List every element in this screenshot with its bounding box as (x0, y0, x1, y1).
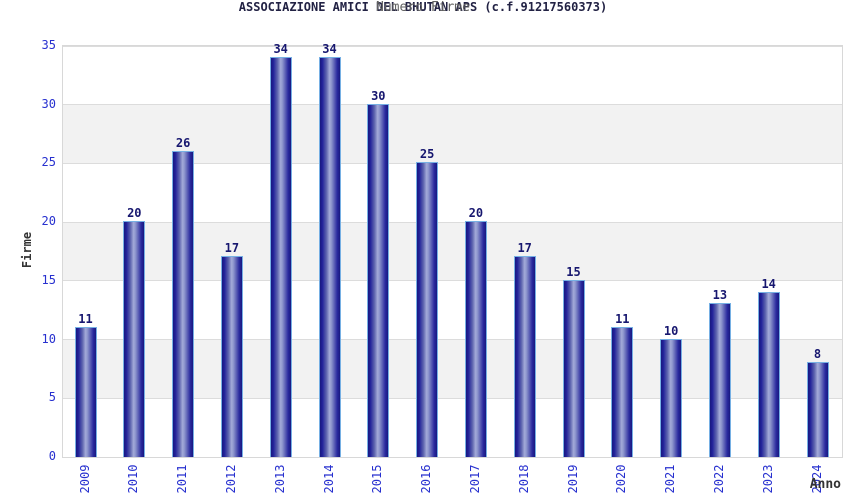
bar-2014 (318, 57, 341, 457)
bar-2017 (464, 221, 487, 457)
bar-2015 (367, 104, 390, 457)
x-tick-label: 2010 (126, 464, 141, 494)
value-label: 25 (419, 147, 435, 161)
x-tick-label: 2020 (614, 464, 629, 494)
gridline (63, 397, 842, 399)
gridline (63, 162, 842, 164)
plot-area: 11 20 26 17 34 34 30 25 20 17 15 11 10 13 14 8 (62, 42, 843, 458)
bar-2016 (416, 162, 439, 457)
x-axis-title: Anno (809, 477, 841, 492)
bar-2013 (269, 57, 292, 457)
value-label: 20 (468, 206, 484, 220)
bar-2018 (513, 256, 536, 457)
bar-2012 (220, 256, 243, 457)
value-label: 15 (566, 265, 581, 279)
value-label: 13 (712, 288, 728, 302)
y-tick-label: 0 (48, 449, 56, 463)
value-label: 11 (615, 312, 630, 326)
bar-2024 (806, 362, 829, 457)
bar-2009 (74, 327, 97, 457)
y-tick-label: 10 (41, 331, 56, 346)
x-tick-label: 2021 (663, 464, 678, 494)
x-tick-label: 2012 (223, 464, 238, 494)
value-label: 11 (78, 312, 93, 326)
x-tick-label: 2019 (565, 464, 580, 494)
y-tick-label: 35 (41, 38, 56, 52)
gridline (63, 339, 842, 341)
bar-2022 (708, 303, 731, 457)
value-label: 17 (224, 241, 240, 255)
value-label: 10 (663, 324, 679, 338)
gridline (63, 280, 842, 282)
y-tick-label: 15 (41, 272, 56, 287)
x-tick-label: 2023 (760, 464, 775, 494)
bar-2011 (172, 151, 195, 457)
y-tick-label: 5 (48, 390, 56, 405)
x-tick-label: 2011 (175, 464, 190, 494)
value-label: 34 (322, 42, 337, 56)
x-tick-label: 2018 (516, 464, 531, 494)
x-tick-label: 2022 (711, 464, 726, 494)
x-tick-label: 2009 (77, 464, 92, 494)
value-label: 14 (761, 277, 776, 291)
bar-2019 (562, 280, 585, 457)
gridline (63, 45, 842, 47)
x-tick-label: 2013 (272, 464, 287, 494)
x-tick-label: 2017 (467, 464, 482, 494)
y-tick-label: 30 (41, 96, 56, 111)
value-label: 8 (813, 347, 822, 361)
x-tick-label: 2016 (419, 464, 434, 494)
chart-subtitle: Numero Firme (376, 0, 470, 15)
bar-2023 (757, 292, 780, 457)
y-tick-label: 20 (41, 214, 56, 229)
gridline (63, 221, 842, 223)
value-label: 26 (175, 136, 191, 150)
bar-2021 (660, 339, 683, 457)
value-label: 30 (371, 89, 386, 103)
value-label: 17 (517, 241, 532, 255)
bar-2020 (611, 327, 634, 457)
x-tick-label: 2014 (321, 464, 336, 494)
x-tick-label: 2015 (370, 464, 385, 494)
bar-2010 (123, 221, 146, 457)
value-label: 34 (273, 42, 288, 56)
value-label: 20 (127, 206, 142, 220)
chart-title: ASSOCIAZIONE AMICI DEL BHUTAN APS (c.f.9… (238, 0, 608, 14)
gridline (63, 104, 842, 106)
y-tick-label: 25 (41, 155, 56, 170)
